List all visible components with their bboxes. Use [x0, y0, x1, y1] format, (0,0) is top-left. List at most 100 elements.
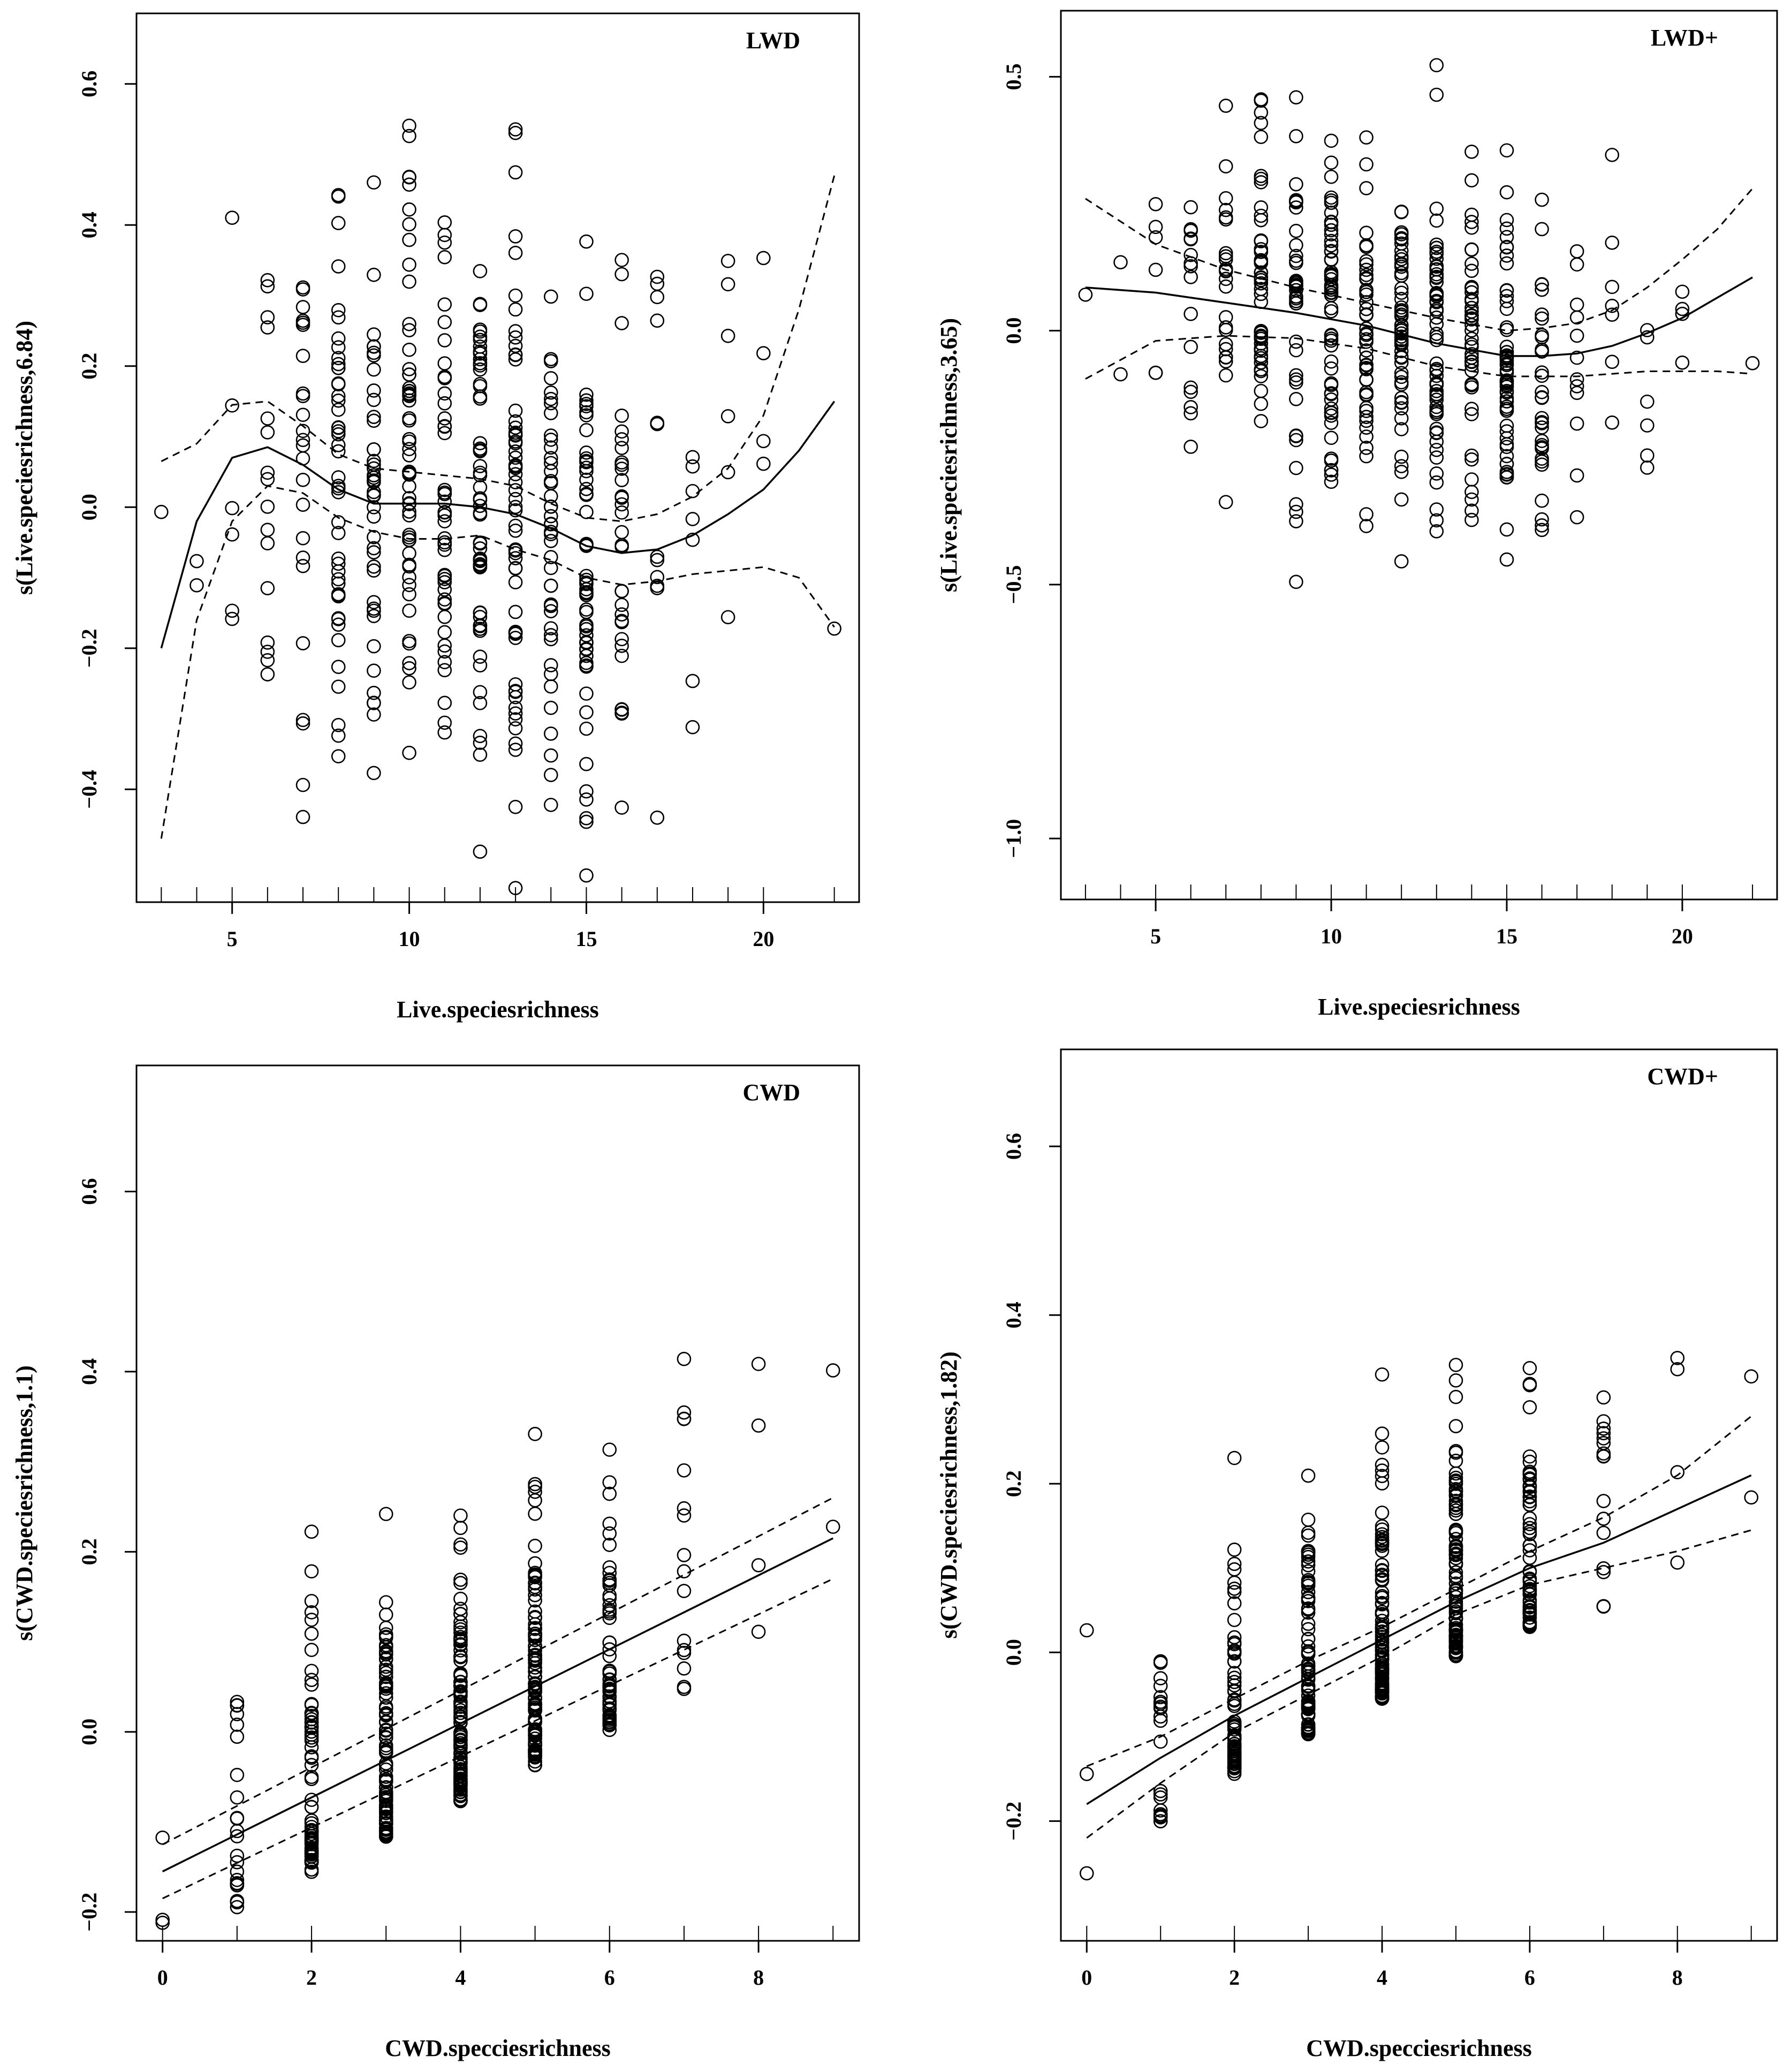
data-point: [473, 264, 488, 278]
y-tick-label: −0.5: [1001, 565, 1026, 604]
data-point: [1183, 307, 1198, 321]
data-point: [650, 313, 665, 328]
data-point: [1301, 1688, 1316, 1703]
data-point: [614, 525, 629, 540]
y-tick-label: 0.5: [1001, 63, 1026, 90]
data-point: [402, 634, 416, 648]
data-point: [1254, 362, 1269, 377]
data-point: [1183, 247, 1198, 262]
data-point: [1301, 1700, 1316, 1715]
data-point: [453, 1740, 468, 1755]
data-point: [402, 508, 416, 523]
data-point: [508, 403, 523, 418]
data-point: [677, 1584, 692, 1598]
data-point: [1324, 190, 1339, 205]
data-point: [1359, 254, 1373, 269]
lower-ci-line: [1086, 1529, 1752, 1839]
data-point: [304, 1564, 319, 1579]
data-point: [437, 644, 452, 659]
data-point: [543, 517, 558, 531]
data-point: [1218, 320, 1233, 335]
data-point: [1640, 460, 1655, 475]
data-point: [528, 1727, 542, 1742]
y-tick-label: 0.2: [77, 1538, 101, 1565]
data-point: [367, 453, 381, 468]
data-point: [331, 377, 346, 392]
data-point: [1429, 434, 1444, 449]
data-point: [1324, 409, 1339, 423]
data-point: [1227, 1666, 1242, 1681]
data-point: [720, 254, 735, 268]
data-point: [508, 543, 523, 558]
data-point: [1605, 279, 1620, 294]
data-point: [437, 609, 452, 624]
data-point: [1675, 284, 1690, 299]
data-point: [473, 609, 488, 624]
y-tick-label: 0.0: [1001, 317, 1026, 344]
data-point: [304, 1772, 319, 1787]
data-point: [1183, 270, 1198, 284]
data-point: [508, 450, 523, 465]
data-point: [331, 420, 346, 435]
data-point: [453, 1607, 468, 1621]
data-point: [508, 434, 523, 449]
y-tick-label: 0.0: [77, 1719, 101, 1745]
data-point: [1394, 259, 1409, 274]
data-point: [579, 387, 594, 402]
data-point: [1429, 368, 1444, 383]
data-point: [508, 330, 523, 345]
x-tick-label: 6: [1524, 1965, 1535, 1990]
data-point: [1464, 207, 1479, 222]
data-point: [1218, 249, 1233, 263]
data-point: [402, 527, 416, 542]
data-point: [1464, 285, 1479, 300]
data-point: [1375, 1440, 1390, 1455]
data-point: [1289, 514, 1303, 528]
data-point: [677, 1351, 692, 1366]
data-point: [1394, 369, 1409, 384]
data-point: [1394, 554, 1409, 569]
data-point: [1448, 1507, 1463, 1521]
data-point: [473, 695, 488, 710]
data-point: [1535, 457, 1549, 472]
x-tick-label: 0: [1081, 1965, 1092, 1990]
data-point: [1359, 404, 1373, 418]
data-point: [1394, 205, 1409, 219]
data-point: [1535, 518, 1549, 533]
data-point: [437, 535, 452, 550]
data-point: [1535, 411, 1549, 426]
x-tick-label: 15: [1496, 924, 1517, 948]
data-point: [1324, 133, 1339, 148]
data-point: [528, 1575, 542, 1590]
data-point: [1429, 443, 1444, 457]
data-point: [473, 356, 488, 370]
data-point: [331, 728, 346, 743]
data-point: [579, 536, 594, 551]
data-point: [1464, 243, 1479, 257]
data-point: [367, 442, 381, 457]
data-point: [402, 258, 416, 272]
data-point: [1499, 522, 1514, 537]
data-point: [1675, 301, 1690, 316]
data-point: [1464, 220, 1479, 235]
data-point: [331, 470, 346, 485]
data-point: [1324, 272, 1339, 286]
data-point: [508, 743, 523, 757]
data-point: [295, 300, 310, 314]
x-tick-label: 0: [157, 1965, 168, 1990]
data-point: [1375, 1506, 1390, 1520]
data-point: [579, 505, 594, 519]
data-point: [453, 1653, 468, 1668]
data-point: [677, 1564, 692, 1579]
data-point: [1254, 369, 1269, 383]
data-point: [508, 706, 523, 721]
data-point: [1448, 1540, 1463, 1555]
data-point: [1375, 1367, 1390, 1382]
data-point: [1675, 355, 1690, 370]
data-point: [1289, 433, 1303, 448]
data-point: [508, 229, 523, 244]
data-point: [1218, 246, 1233, 261]
data-point: [508, 126, 523, 140]
panel-cwd-plus: 0 2 4 6 8 −0.2 0.0 0.2 0.4 0.6 CWD+ CWD.specciesric…: [936, 1048, 1778, 2061]
data-point: [1218, 310, 1233, 324]
